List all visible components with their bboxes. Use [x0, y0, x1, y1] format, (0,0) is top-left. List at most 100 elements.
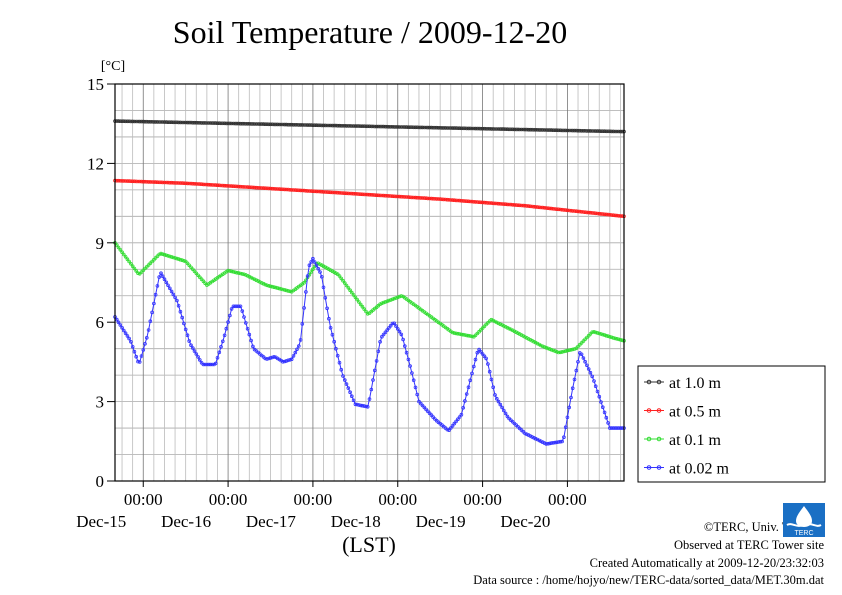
data-point [372, 193, 377, 197]
data-point [270, 122, 275, 127]
data-point [136, 179, 140, 184]
data-point [224, 121, 229, 126]
data-point [318, 270, 322, 274]
data-point [496, 201, 501, 206]
data-point [445, 126, 450, 130]
data-point [546, 128, 550, 132]
data-point [206, 362, 211, 367]
data-point [160, 252, 165, 257]
data-point [434, 197, 439, 201]
data-point [316, 123, 321, 128]
data-point [171, 120, 176, 125]
data-point [168, 254, 172, 259]
data-point [349, 191, 354, 196]
data-point [535, 128, 540, 132]
data-point [553, 349, 557, 353]
data-point [381, 332, 386, 337]
data-point [129, 261, 133, 266]
data-point [478, 200, 483, 205]
data-point [226, 268, 230, 273]
data-point [478, 328, 483, 332]
data-point [344, 191, 349, 196]
data-point [562, 435, 566, 440]
data-point [569, 128, 573, 133]
data-point [217, 183, 222, 188]
data-point [249, 122, 253, 126]
data-point [399, 294, 404, 298]
data-point [284, 359, 289, 363]
data-point [351, 293, 356, 297]
series-at-0-5-m [113, 178, 626, 219]
data-point [213, 361, 218, 366]
data-point [309, 123, 314, 127]
data-point [380, 193, 384, 198]
data-point [173, 295, 177, 300]
data-point [288, 289, 292, 294]
data-point [272, 187, 276, 191]
data-point [539, 439, 543, 444]
grid-lines [115, 83, 624, 482]
data-point [491, 201, 496, 206]
data-point [120, 179, 124, 183]
data-point [210, 362, 215, 367]
data-point [486, 362, 490, 366]
data-point [464, 199, 469, 204]
data-point [595, 389, 600, 394]
data-point [514, 203, 518, 207]
data-point [247, 185, 252, 190]
data-point [266, 186, 271, 191]
data-point [604, 415, 609, 420]
data-point [544, 345, 548, 350]
data-point [457, 415, 462, 419]
data-point [233, 121, 238, 126]
data-point [586, 129, 591, 133]
data-point [346, 191, 351, 196]
data-point [586, 367, 591, 371]
data-point [443, 126, 448, 130]
data-point [348, 124, 352, 128]
axes: 0 3 6 9 12 15[°C] 00:00 Dec-15 00:00 Dec-16 00:00 D… [76, 59, 587, 557]
credit-observed: Observed at TERC Tower site [673, 538, 824, 552]
data-point [226, 184, 230, 188]
data-point [235, 184, 239, 189]
data-point [487, 201, 492, 205]
data-point [143, 341, 147, 346]
data-point [523, 127, 527, 132]
data-point [194, 352, 199, 356]
data-point [304, 123, 308, 127]
data-point [139, 179, 144, 184]
data-point [358, 124, 363, 128]
data-point [567, 128, 571, 133]
data-point [572, 347, 577, 351]
data-point [503, 411, 508, 416]
data-point [341, 374, 345, 378]
data-point [613, 213, 617, 218]
y-tick-label: 9 [96, 234, 105, 253]
data-point [330, 332, 335, 337]
x-tick-time-label: 00:00 [463, 490, 502, 509]
data-point [259, 186, 264, 190]
credit-created: Created Automatically at 2009-12-20/23:3… [589, 556, 824, 570]
data-point [427, 196, 432, 201]
legend: at 1.0 m at 0.5 m at 0.1 m at 0.02 m [637, 365, 826, 483]
data-point [325, 306, 329, 311]
data-point [579, 210, 584, 214]
data-point [374, 124, 379, 129]
data-point [337, 191, 342, 195]
data-point [307, 189, 312, 193]
data-point [533, 436, 538, 441]
data-point [381, 124, 386, 129]
data-point [404, 195, 409, 199]
data-point [392, 194, 397, 199]
data-point [157, 252, 162, 257]
data-point [146, 180, 151, 184]
data-point [585, 129, 589, 133]
data-point [199, 182, 204, 187]
y-axis-label: [°C] [101, 59, 125, 74]
data-point [509, 327, 513, 332]
data-point [281, 359, 285, 364]
data-point [595, 129, 600, 133]
data-point [342, 191, 347, 196]
data-point [357, 300, 361, 304]
data-point [245, 185, 250, 189]
